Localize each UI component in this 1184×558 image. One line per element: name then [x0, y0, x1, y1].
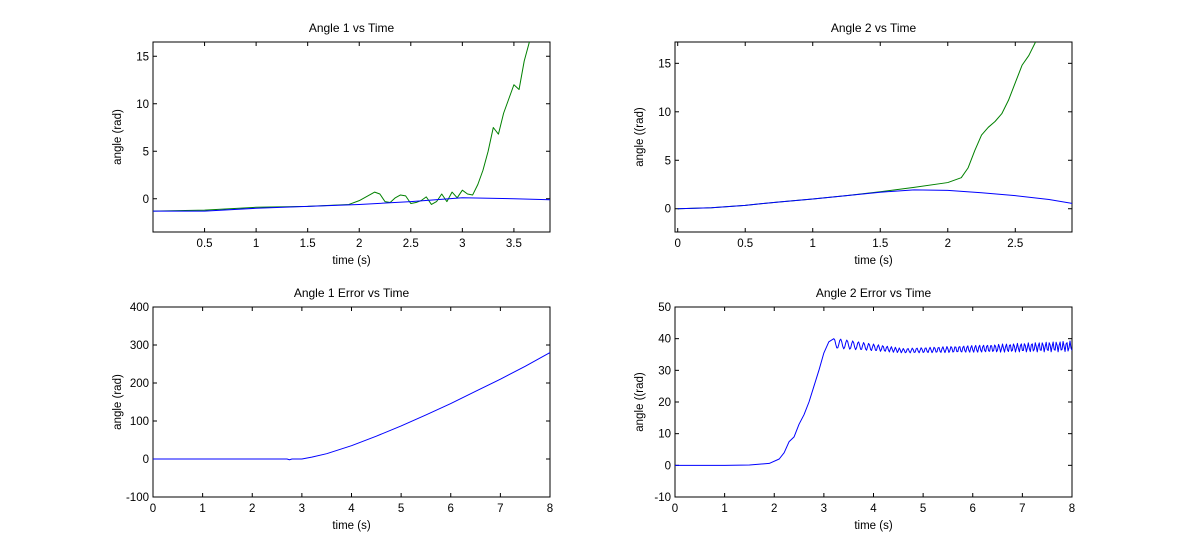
- x-tick-label: 4: [870, 503, 877, 515]
- x-tick-label: 8: [1069, 503, 1075, 515]
- chart-title: Angle 1 Error vs Time: [294, 286, 410, 300]
- y-tick-label: 200: [130, 378, 149, 390]
- x-tick-label: 0.5: [197, 238, 213, 250]
- x-tick-label: 1: [810, 238, 816, 250]
- y-tick-label: 10: [658, 429, 671, 441]
- x-tick-label: 1: [253, 238, 259, 250]
- x-tick-label: 8: [547, 503, 553, 515]
- y-tick-label: 0: [665, 204, 671, 216]
- x-tick-label: 1: [199, 503, 205, 515]
- y-tick-label: 0: [143, 194, 149, 206]
- y-axis-label: angle ((rad): [634, 107, 646, 167]
- x-tick-label: 0: [672, 503, 678, 515]
- series-group: [677, 42, 1072, 210]
- x-tick-label: 1.5: [300, 238, 316, 250]
- x-tick-label: 5: [920, 503, 926, 515]
- x-axis-label: time (s): [854, 520, 893, 532]
- y-tick-label: 0: [143, 454, 149, 466]
- y-tick-label: 20: [658, 397, 671, 409]
- x-axis-label: time (s): [332, 520, 371, 532]
- series-group: [153, 352, 550, 461]
- y-tick-label: -10: [654, 492, 671, 504]
- x-tick-label: 3: [459, 238, 465, 250]
- chart-angle-2-vs-time: 0 0.5 1 1.5 2 2.5 0 5 10 15 Angle 2 vs Time time (s…: [634, 21, 1073, 267]
- series-line-1: [153, 197, 550, 212]
- chart-angle-1-vs-time: 0.5 1 1.5 2 2.5 3 3.5 0 5 10 15 Angle 1 vs Time time…: [112, 21, 551, 267]
- chart-title: Angle 1 vs Time: [309, 21, 395, 35]
- y-tick-label: 15: [658, 58, 671, 70]
- x-tick-label: 2: [356, 238, 362, 250]
- axes-frame: [152, 306, 551, 498]
- x-axis-label: time (s): [854, 255, 893, 267]
- y-tick-label: 10: [658, 107, 671, 119]
- axes-frame: [674, 306, 1073, 498]
- y-tick-label: 5: [665, 155, 671, 167]
- x-tick-label: 2.5: [1007, 238, 1023, 250]
- y-tick-label: -100: [126, 492, 149, 504]
- x-tick-label: 6: [448, 503, 454, 515]
- y-tick-label: 15: [136, 51, 149, 63]
- x-tick-label: 2.5: [403, 238, 419, 250]
- y-axis-label: angle (rad): [112, 109, 124, 165]
- y-tick-label: 40: [658, 334, 671, 346]
- y-axis-label: angle ((rad): [634, 372, 646, 432]
- series-line-1: [677, 189, 1072, 210]
- axes-frame: [674, 41, 1073, 233]
- y-tick-label: 10: [136, 99, 149, 111]
- series-line-0: [153, 352, 550, 461]
- x-tick-label: 2: [249, 503, 255, 515]
- series-group: [153, 42, 550, 212]
- x-tick-label: 0: [674, 238, 680, 250]
- y-tick-label: 30: [658, 365, 671, 377]
- y-tick-label: 100: [130, 416, 149, 428]
- x-tick-label: 1: [721, 503, 727, 515]
- y-axis-label: angle (rad): [112, 374, 124, 430]
- x-tick-label: 7: [1019, 503, 1025, 515]
- axes-frame: [152, 41, 551, 233]
- series-line-0: [153, 42, 530, 212]
- y-tick-label: 5: [143, 146, 149, 158]
- x-tick-label: 1.5: [872, 238, 888, 250]
- x-tick-label: 6: [970, 503, 976, 515]
- x-tick-label: 3: [821, 503, 827, 515]
- x-tick-label: 5: [398, 503, 404, 515]
- x-tick-label: 2: [945, 238, 951, 250]
- chart-title: Angle 2 vs Time: [831, 21, 917, 35]
- x-tick-label: 2: [771, 503, 777, 515]
- x-tick-label: 0: [150, 503, 156, 515]
- x-axis-label: time (s): [332, 255, 371, 267]
- x-tick-label: 3: [299, 503, 305, 515]
- y-tick-label: 50: [658, 302, 671, 314]
- chart-title: Angle 2 Error vs Time: [816, 286, 932, 300]
- x-tick-label: 3.5: [506, 238, 522, 250]
- x-tick-label: 0.5: [737, 238, 753, 250]
- y-tick-label: 300: [130, 340, 149, 352]
- series-line-0: [675, 338, 1072, 466]
- x-tick-label: 4: [348, 503, 355, 515]
- series-group: [675, 338, 1072, 466]
- x-tick-label: 7: [497, 503, 503, 515]
- y-tick-label: 0: [665, 460, 671, 472]
- y-tick-label: 400: [130, 302, 149, 314]
